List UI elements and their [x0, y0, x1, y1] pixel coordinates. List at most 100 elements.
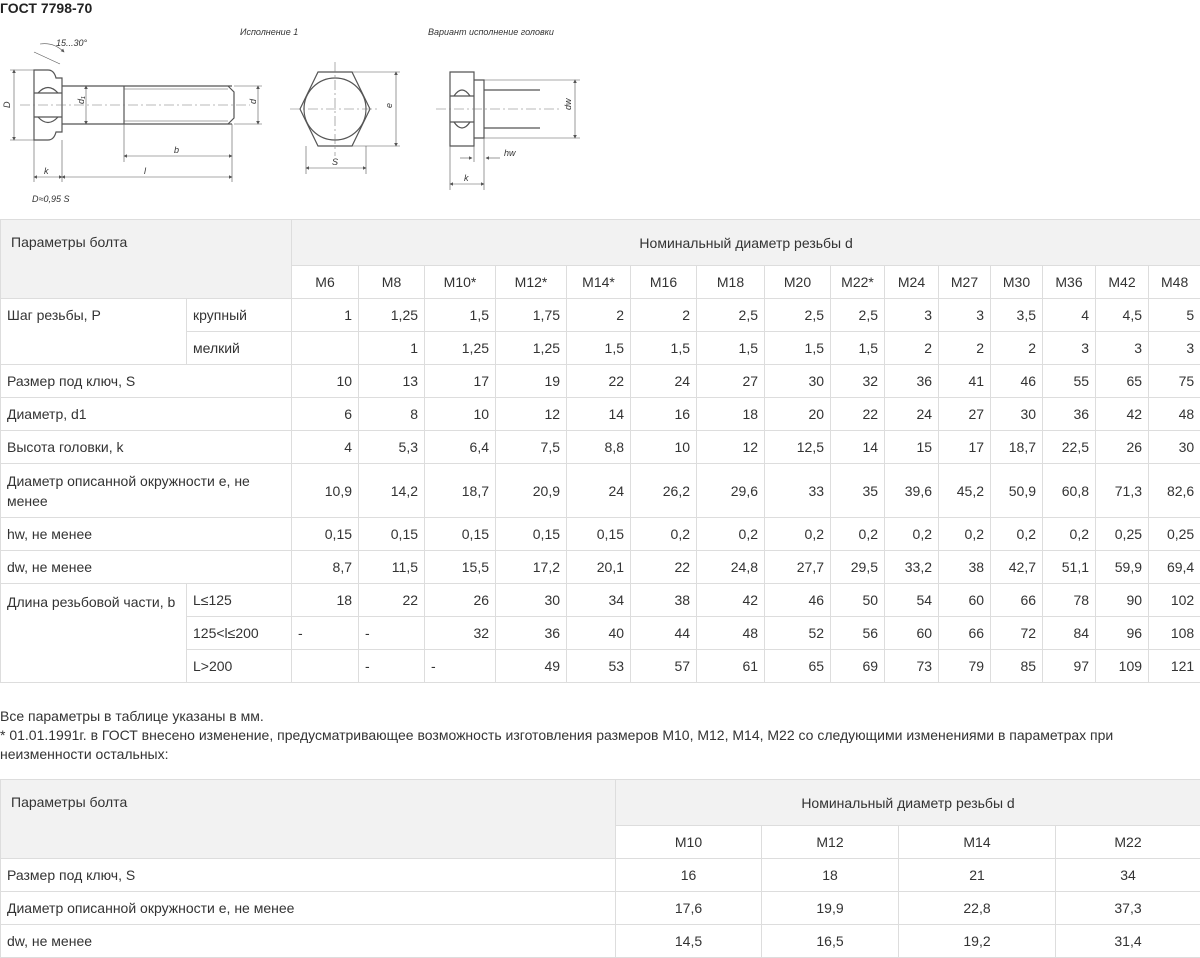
table-cell: 22	[358, 583, 426, 617]
angle-label: 15...30°	[56, 38, 88, 48]
table-row: Длина резьбовой части, b L≤125 18 22 26 30 34 3…	[0, 583, 1200, 683]
table-cell: 22	[630, 550, 698, 584]
table-cell: 82,6	[1148, 463, 1200, 518]
table-cell: 40	[566, 616, 632, 650]
table-cell: 10	[630, 430, 698, 464]
table-cell: 30	[495, 583, 568, 617]
table-cell: 15,5	[424, 550, 497, 584]
table-cell: 8	[358, 397, 426, 431]
table-cell: 0,2	[630, 517, 698, 551]
label-D-formula: D≈0,95 S	[32, 194, 69, 204]
note-change: * 01.01.1991г. в ГОСТ внесено изменение,…	[0, 727, 1114, 762]
table-cell: 78	[1042, 583, 1097, 617]
table-cell: 7,5	[495, 430, 568, 464]
table-cell: 0,15	[291, 517, 360, 551]
table-cell: 42,7	[990, 550, 1044, 584]
table-cell: 97	[1042, 649, 1097, 683]
size-header: M10	[615, 825, 762, 859]
size-header: M16	[630, 265, 698, 299]
table-cell: 24	[630, 364, 698, 398]
table-cell: 39,6	[884, 463, 940, 518]
table-cell: 48	[1148, 397, 1200, 431]
table-cell: 69,4	[1148, 550, 1200, 584]
table-cell: 18,7	[990, 430, 1044, 464]
size-header: M42	[1095, 265, 1150, 299]
sub-label: крупный	[185, 298, 293, 332]
row-label: hw, не менее	[0, 517, 293, 551]
table-cell: 26,2	[630, 463, 698, 518]
table-cell: 26	[424, 583, 497, 617]
table-cell: 44	[630, 616, 698, 650]
table-cell: 50,9	[990, 463, 1044, 518]
table-cell	[291, 331, 360, 365]
table-cell: 1,25	[424, 331, 497, 365]
table-cell: 18	[291, 583, 360, 617]
label-b: b	[174, 145, 179, 155]
diameter-header: Номинальный диаметр резьбы d	[615, 779, 1200, 826]
table-cell: 61	[696, 649, 766, 683]
caption-variant: Вариант исполнение головки	[428, 27, 554, 37]
table-cell: 85	[990, 649, 1044, 683]
table-cell: 20,9	[495, 463, 568, 518]
table-row: мелкий 1 1,25 1,25 1,5 1,5 1,5 1,5 1,5 2 2 2 3 3 3	[1, 331, 1200, 365]
table-cell: 5	[1148, 298, 1200, 332]
table-cell: 2	[884, 331, 940, 365]
table-cell: 24,8	[696, 550, 766, 584]
header-row: Параметры болта Номинальный диаметр резьб…	[0, 219, 1200, 299]
note-units: Все параметры в таблице указаны в мм.	[0, 708, 264, 724]
table-cell: 3	[1148, 331, 1200, 365]
table-cell: 1,25	[495, 331, 568, 365]
table-cell: 1,25	[358, 298, 426, 332]
table-cell: 0,15	[424, 517, 497, 551]
table-row: 125<l≤200- -32 36 40 44 48 52 56 60 66 72 84 96 108	[1, 616, 1200, 650]
table-cell: 55	[1042, 364, 1097, 398]
size-header: M36	[1042, 265, 1097, 299]
table-row: Диаметр описанной окружности e, не менее…	[0, 463, 1200, 518]
table-cell: 1,5	[566, 331, 632, 365]
table-row: Диаметр описанной окружности e, не менее…	[0, 891, 1200, 925]
table-row: dw, не менее 14,5 16,5 19,2 31,4	[0, 924, 1200, 958]
table-row: dw, не менее 8,7 11,5 15,5 17,2 20,1 22 24,8 27,…	[0, 550, 1200, 584]
table-cell: 2	[938, 331, 992, 365]
size-header: M12*	[495, 265, 568, 299]
table-cell: 33,2	[884, 550, 940, 584]
table-cell: 27	[938, 397, 992, 431]
table-cell: -	[424, 649, 497, 683]
bolt-side-view	[33, 69, 235, 141]
table-cell: 10	[291, 364, 360, 398]
table-cell: 79	[938, 649, 992, 683]
sub-label: L≤125	[185, 583, 293, 617]
table-cell: 18	[696, 397, 766, 431]
table-cell: 0,25	[1095, 517, 1150, 551]
table-cell: 96	[1095, 616, 1150, 650]
table-cell: 60,8	[1042, 463, 1097, 518]
table-cell: 18	[761, 858, 899, 892]
table-cell: 0,2	[1042, 517, 1097, 551]
table-cell: 66	[938, 616, 992, 650]
table-row: Размер под ключ, S 10 13 17 19 22 24 27 30 32 36 41…	[0, 364, 1200, 398]
table-cell: 0,15	[495, 517, 568, 551]
diameter-header: Номинальный диаметр резьбы d	[291, 219, 1200, 266]
table-cell: 8,8	[566, 430, 632, 464]
table-cell: 57	[630, 649, 698, 683]
table-cell: 29,6	[696, 463, 766, 518]
table-cell: 27,7	[764, 550, 832, 584]
row-label: Диаметр описанной окружности e, не менее	[0, 463, 293, 518]
table-cell: 65	[764, 649, 832, 683]
table-cell: 0,15	[566, 517, 632, 551]
table-cell: 33	[764, 463, 832, 518]
table-cell: 16	[630, 397, 698, 431]
table-cell: 56	[830, 616, 886, 650]
size-header: M27	[938, 265, 992, 299]
table-cell: 75	[1148, 364, 1200, 398]
table-cell: 69	[830, 649, 886, 683]
table-cell: 16,5	[761, 924, 899, 958]
table-cell: 2	[630, 298, 698, 332]
size-header: M12	[761, 825, 899, 859]
table-cell: 26	[1095, 430, 1150, 464]
page-title: ГОСТ 7798-70	[0, 0, 93, 16]
table-cell: 31,4	[1055, 924, 1200, 958]
table-cell: 34	[1055, 858, 1200, 892]
size-header: M20	[764, 265, 832, 299]
table-cell: 46	[990, 364, 1044, 398]
